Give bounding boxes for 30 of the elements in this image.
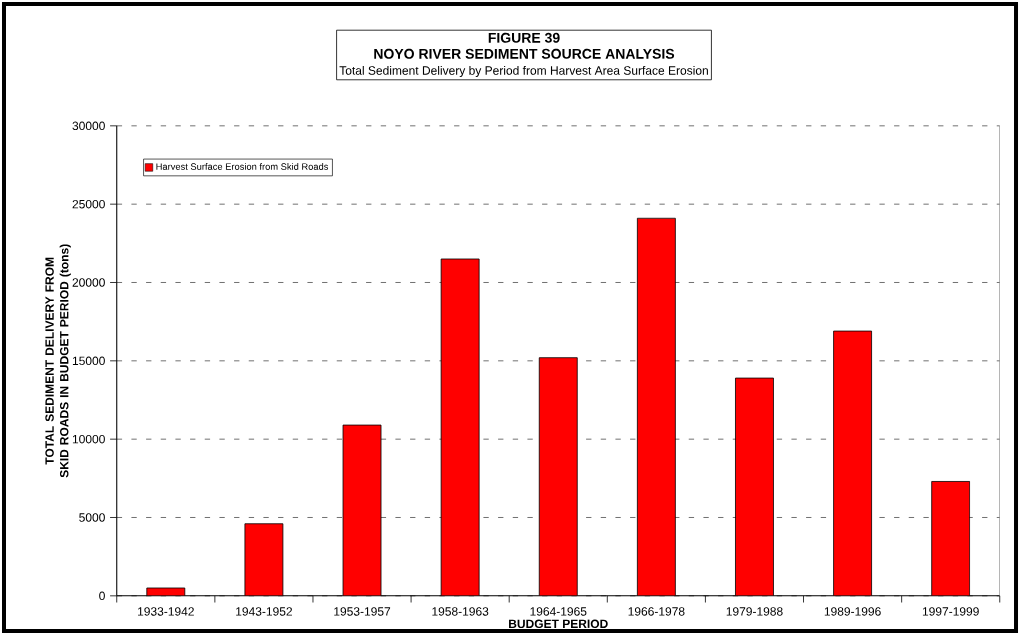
y-tick-label: 30000 [72,121,105,131]
y-tick-label: 10000 [72,434,105,444]
caption: FIGURE 39 [488,32,560,43]
bar [343,425,382,596]
bar [637,218,676,596]
x-tick-label: 1964-1965 [530,607,587,616]
bar [441,259,480,596]
x-tick-label: 1933-1942 [138,607,194,616]
bar [735,378,774,596]
bar [539,357,578,596]
y-tick-label: 0 [99,591,105,601]
x-tick-label: 1989-1996 [824,607,881,616]
x-axis-title: BUDGET PERIOD [509,619,608,629]
x-tick-label: 1943-1952 [236,607,292,616]
y-axis-title: TOTAL SEDIMENT DELIVERY FROM SKID ROADS IN BUDGET PERIOD (tons) [45,244,71,478]
legend-label: Harvest Surface Erosion from Skid Roads [156,163,329,170]
bar [244,523,283,596]
x-tick-label: 1953-1957 [334,607,391,616]
y-tick-label: 25000 [72,199,105,209]
y-tick-label: 5000 [79,513,105,522]
bar [833,331,872,596]
x-tick-label: 1979-1988 [726,607,783,616]
y-tick-label: 20000 [72,278,105,287]
bar [931,481,971,596]
x-tick-label: 1997-1999 [922,607,979,616]
x-tick-label: 1966-1978 [628,607,685,616]
x-tick-label: 1958-1963 [432,607,489,616]
chart-title: NOYO RIVER SEDIMENT SOURCE ANALYSIS [374,48,675,59]
chart-subtitle: Total Sediment Delivery by Period from Harvest Area Surface Erosion [339,65,708,78]
y-tick-label: 15000 [72,356,105,366]
